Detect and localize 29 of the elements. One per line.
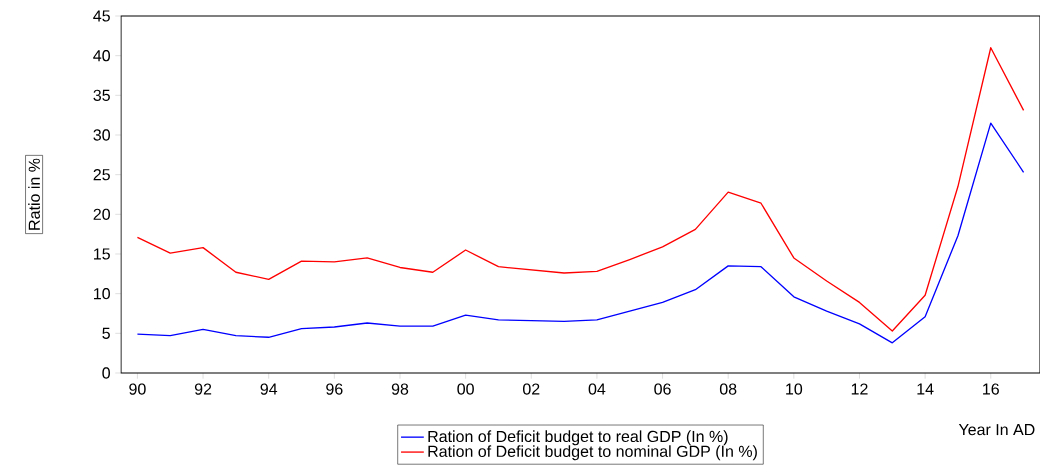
x-tick-label: 96	[326, 383, 343, 395]
x-tick-label: 06	[654, 383, 671, 395]
y-tick-label: 10	[94, 288, 110, 300]
y-tick-label: 35	[93, 89, 110, 101]
y-tick-label: 30	[93, 129, 110, 141]
x-tick-label: 14	[917, 383, 934, 395]
x-tick-label: 10	[786, 383, 803, 395]
x-tick-label: 90	[129, 383, 146, 395]
x-tick-label: 04	[588, 383, 606, 395]
legend-label: Ration of Deficit budget to real GDP (In %)	[428, 430, 728, 446]
x-tick-label: 12	[851, 383, 868, 395]
x-tick-label: 00	[457, 383, 474, 395]
y-tick-label: 5	[102, 327, 110, 339]
legend-label: Ration of Deficit budget to nominal GDP (In %)	[428, 445, 757, 461]
y-tick-label: 15	[94, 248, 110, 260]
x-tick-label: 92	[194, 383, 212, 395]
y-tick-label: 20	[93, 208, 110, 220]
x-tick-label: 16	[983, 383, 999, 395]
x-tick-label: 08	[719, 383, 737, 395]
y-tick-label: 40	[93, 50, 110, 62]
y-axis-title: Ratio in %	[28, 158, 40, 230]
x-axis-title: Year In AD	[958, 424, 1035, 436]
x-tick-label: 98	[391, 383, 409, 395]
line-series	[136, 122, 1025, 344]
y-tick-label: 45	[93, 10, 110, 22]
y-tick-label: 25	[93, 169, 110, 181]
x-tick-label: 02	[523, 383, 540, 395]
y-tick-label: 0	[102, 367, 110, 379]
x-tick-label: 94	[260, 383, 278, 395]
